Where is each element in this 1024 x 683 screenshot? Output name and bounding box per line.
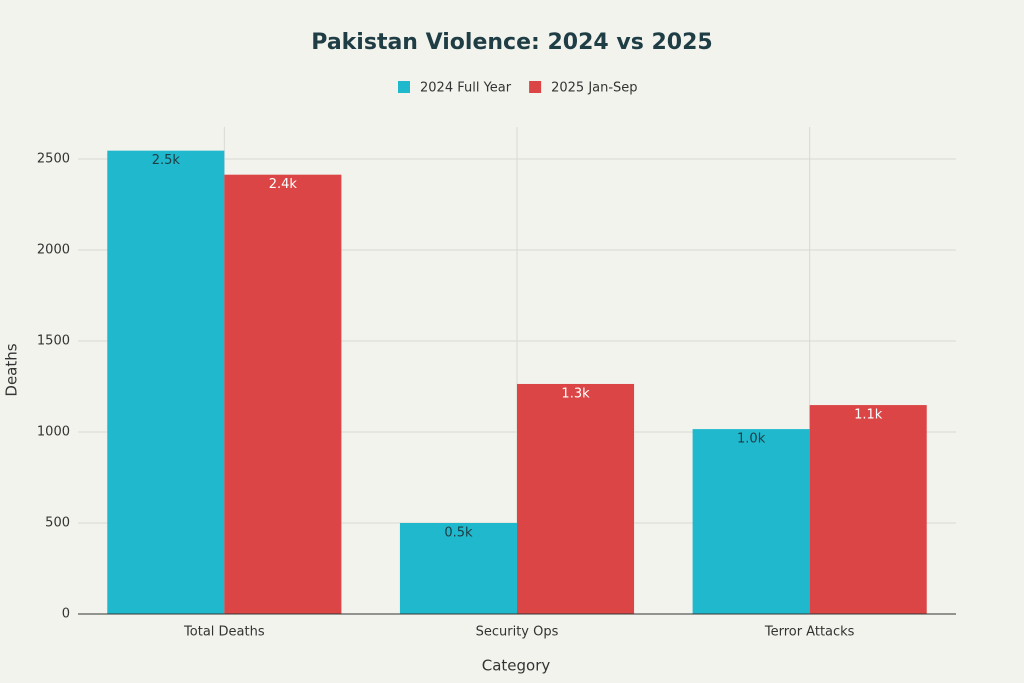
value-label: 2.4k	[269, 177, 298, 192]
y-tick-label: 500	[45, 516, 70, 531]
legend-label: 2024 Full Year	[420, 81, 512, 96]
legend-swatch	[398, 81, 410, 93]
value-label: 1.1k	[854, 408, 883, 423]
bar	[399, 523, 517, 614]
x-tick-label: Total Deaths	[183, 625, 265, 640]
y-tick-label: 0	[62, 607, 70, 622]
chart-title: Pakistan Violence: 2024 vs 2025	[311, 30, 712, 55]
bar	[107, 150, 225, 614]
x-tick-label: Terror Attacks	[764, 625, 855, 640]
legend-swatch	[529, 81, 542, 93]
y-tick-label: 1000	[37, 425, 70, 440]
bar	[809, 405, 927, 614]
value-label: 1.3k	[561, 386, 590, 401]
value-label: 1.0k	[737, 432, 766, 447]
y-tick-label: 2000	[37, 243, 70, 258]
bar	[692, 429, 810, 614]
bar	[224, 174, 342, 615]
value-label: 0.5k	[444, 526, 473, 541]
y-axis-title: Deaths	[3, 343, 21, 396]
value-label: 2.5k	[152, 153, 181, 168]
y-tick-label: 2500	[37, 152, 70, 167]
y-tick-label: 1500	[37, 334, 70, 349]
legend-label: 2025 Jan-Sep	[551, 81, 637, 96]
x-tick-label: Security Ops	[476, 625, 559, 640]
x-axis-title: Category	[482, 657, 551, 675]
bar	[517, 383, 635, 614]
